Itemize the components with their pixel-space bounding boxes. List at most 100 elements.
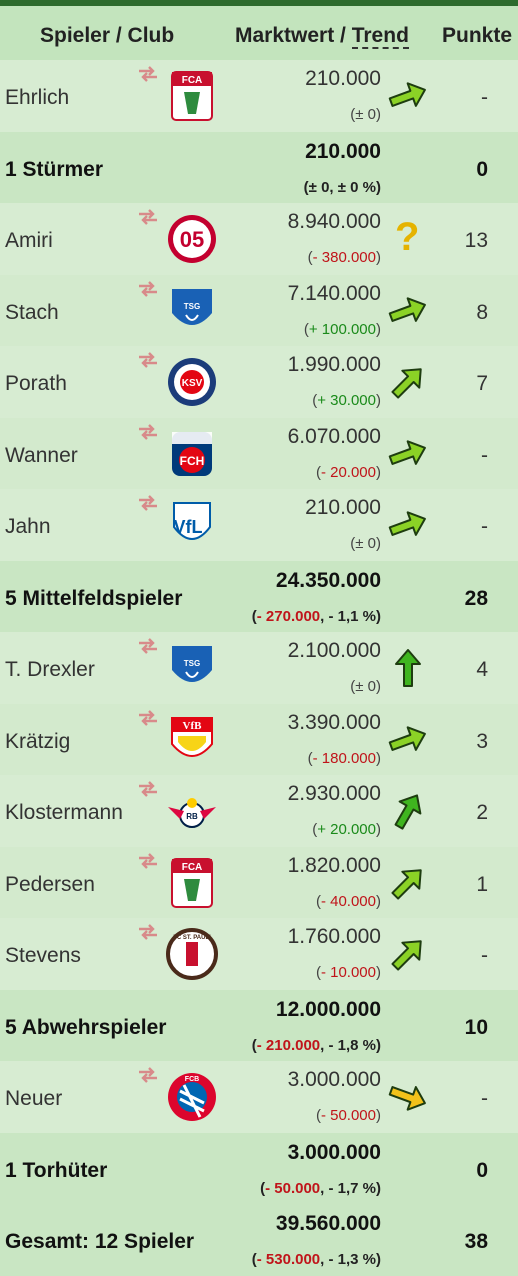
player-name[interactable]: Klostermann <box>5 801 123 824</box>
player-row[interactable]: Amiri 05 8.940.000 (- 380.000) ? 13 <box>0 203 518 275</box>
club-logo-icon[interactable]: TSG <box>166 285 218 337</box>
transfer-swap-icon[interactable] <box>137 781 159 802</box>
summary-change-percent: , - 1,8 %) <box>320 1036 381 1054</box>
change-amount: - 20.000 <box>320 463 376 481</box>
player-name[interactable]: T. Drexler <box>5 658 95 681</box>
player-name[interactable]: Neuer <box>5 1087 63 1110</box>
change-amount: - 40.000 <box>320 892 376 910</box>
summary-change-open: ( <box>251 1251 257 1268</box>
club-logo-icon[interactable]: 05 <box>166 213 218 265</box>
summary-value: 3.000.000 <box>287 1140 381 1164</box>
player-row[interactable]: Klostermann RB 2.930.000 (+ 20.000) 2 <box>0 775 518 847</box>
header-market-value[interactable]: Marktwert / Trend <box>235 24 409 49</box>
player-row[interactable]: Stach TSG 7.140.000 (+ 100.000) 8 <box>0 274 518 346</box>
transfer-swap-icon[interactable] <box>137 352 159 373</box>
value-change: (± 0) <box>350 678 381 695</box>
value-change: (± 0) <box>350 106 381 123</box>
club-logo-icon[interactable]: FCH <box>166 428 218 480</box>
player-points: 7 <box>476 372 488 395</box>
transfer-swap-icon[interactable] <box>137 709 159 731</box>
value-change: (- 380.000) <box>308 249 381 266</box>
change-close: ) <box>376 892 381 910</box>
summary-change-amount: - 50.000 <box>265 1179 321 1197</box>
change-close: ) <box>376 106 381 123</box>
header-trend[interactable]: Trend <box>351 24 409 49</box>
player-points: 2 <box>476 801 488 824</box>
player-name[interactable]: Stevens <box>5 944 81 967</box>
player-row[interactable]: Stevens FC ST. PAULI 1.760.000 (- 10.000… <box>0 918 518 990</box>
svg-text:05: 05 <box>180 227 204 252</box>
summary-change-amount: - 530.000 <box>256 1251 321 1268</box>
player-row[interactable]: Krätzig VfB 3.390.000 (- 180.000) 3 <box>0 703 518 775</box>
value-change: (+ 20.000) <box>312 821 381 838</box>
club-logo-icon[interactable]: KSV <box>166 356 218 408</box>
change-amount: - 380.000 <box>312 249 376 266</box>
club-logo-icon[interactable]: FCA <box>166 857 218 909</box>
player-row[interactable]: Jahn VfL 210.000 (± 0) - <box>0 489 518 561</box>
summary-label: 1 Stürmer <box>5 157 104 181</box>
transfer-swap-icon[interactable] <box>137 1067 159 1088</box>
player-name[interactable]: Wanner <box>5 443 78 467</box>
change-close: ) <box>376 749 381 767</box>
transfer-swap-icon[interactable] <box>137 495 159 516</box>
change-close: ) <box>376 249 381 266</box>
player-points: - <box>481 443 488 467</box>
player-row[interactable]: Neuer FCB 3.000.000 (- 50.000) - <box>0 1061 518 1133</box>
club-logo-icon[interactable]: FCB <box>166 1071 218 1123</box>
summary-value: 24.350.000 <box>275 568 381 592</box>
summary-row: 1 Stürmer 210.000 (± 0, ± 0 %) 0 <box>0 131 518 203</box>
market-value: 210.000 <box>305 67 381 90</box>
summary-value: 12.000.000 <box>275 997 381 1021</box>
club-logo-icon[interactable]: VfB <box>166 714 218 766</box>
summary-points: 0 <box>476 1158 488 1182</box>
transfer-swap-icon[interactable] <box>137 852 159 874</box>
summary-change-wrap: (± 0, ± 0 %) <box>304 179 381 196</box>
transfer-swap-icon[interactable] <box>137 209 159 230</box>
club-logo-icon[interactable]: TSG <box>166 642 218 694</box>
trend-arrow-icon <box>386 646 430 690</box>
value-change: (± 0) <box>350 535 381 552</box>
transfer-swap-icon[interactable] <box>137 423 159 445</box>
trend-arrow-icon <box>386 932 430 976</box>
transfer-swap-icon[interactable] <box>137 280 159 302</box>
club-logo-icon[interactable]: FCA <box>166 70 218 122</box>
club-logo-icon[interactable]: RB <box>166 785 218 837</box>
header-points[interactable]: Punkte <box>441 24 512 47</box>
player-row[interactable]: Ehrlich FCA 210.000 (± 0) - <box>0 60 518 132</box>
player-name[interactable]: Porath <box>5 372 67 395</box>
svg-text:FCH: FCH <box>180 454 205 468</box>
player-points: - <box>481 515 488 538</box>
player-name[interactable]: Krätzig <box>5 729 71 753</box>
transfer-swap-icon[interactable] <box>137 66 159 87</box>
player-name[interactable]: Stach <box>5 300 59 324</box>
market-value: 210.000 <box>305 496 381 519</box>
change-close: ) <box>376 964 381 981</box>
value-change: (- 40.000) <box>316 893 381 910</box>
player-name[interactable]: Amiri <box>5 229 53 252</box>
player-row[interactable]: Wanner FCH 6.070.000 (- 20.000) - <box>0 417 518 489</box>
player-row[interactable]: T. Drexler TSG 2.100.000 (± 0) 4 <box>0 632 518 704</box>
club-logo-icon[interactable]: FC ST. PAULI <box>166 928 218 980</box>
header-player-club[interactable]: Spieler / Club <box>40 24 175 47</box>
change-open: ( <box>307 749 313 767</box>
player-row[interactable]: Porath KSV 1.990.000 (+ 30.000) 7 <box>0 346 518 418</box>
trend-arrow-icon <box>386 503 430 547</box>
change-open: ( <box>315 1107 321 1124</box>
player-points: 1 <box>476 872 488 896</box>
transfer-swap-icon[interactable] <box>137 638 159 659</box>
player-row[interactable]: Pedersen FCA 1.820.000 (- 40.000) 1 <box>0 846 518 918</box>
trend-arrow-icon <box>386 432 430 476</box>
top-bar <box>0 0 518 6</box>
change-close: ) <box>376 821 381 838</box>
svg-text:FCA: FCA <box>182 862 203 873</box>
player-name[interactable]: Jahn <box>5 515 51 538</box>
summary-points: 28 <box>464 586 488 610</box>
svg-text:FCA: FCA <box>182 75 203 86</box>
summary-change: (± 0, ± 0 %) <box>303 178 381 196</box>
summary-change-percent: , - 1,3 %) <box>320 1251 381 1268</box>
transfer-swap-icon[interactable] <box>137 924 159 945</box>
club-logo-icon[interactable]: VfL <box>166 499 218 551</box>
player-points: - <box>481 1087 488 1110</box>
player-name[interactable]: Ehrlich <box>5 86 70 109</box>
player-name[interactable]: Pedersen <box>5 872 95 896</box>
